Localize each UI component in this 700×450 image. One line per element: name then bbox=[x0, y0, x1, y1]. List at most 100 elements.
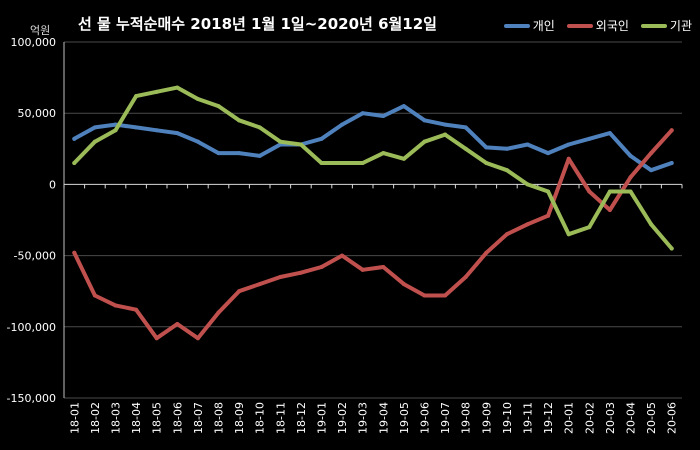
data-point bbox=[175, 321, 180, 326]
x-tick-label: 19-03 bbox=[357, 402, 370, 434]
data-point bbox=[154, 128, 159, 133]
data-point bbox=[443, 122, 448, 127]
x-tick-label: 19-08 bbox=[460, 402, 473, 434]
y-tick-label: 0 bbox=[49, 178, 56, 191]
data-point bbox=[587, 189, 592, 194]
data-point bbox=[360, 267, 365, 272]
legend-label-foreign: 외국인 bbox=[595, 19, 629, 33]
chart-title: 선 물 누적순매수 2018년 1월 1일~2020년 6월12일 bbox=[78, 15, 437, 33]
data-point bbox=[319, 264, 324, 269]
x-tick-label: 18-10 bbox=[254, 402, 267, 434]
x-tick-label: 18-08 bbox=[213, 402, 226, 434]
x-tick-label: 18-05 bbox=[151, 402, 164, 434]
data-point bbox=[134, 307, 139, 312]
data-point bbox=[422, 139, 427, 144]
data-point bbox=[319, 136, 324, 141]
data-point bbox=[669, 128, 674, 133]
x-tick-label: 20-02 bbox=[583, 402, 596, 434]
x-tick-label: 18-06 bbox=[171, 402, 184, 434]
data-point bbox=[92, 125, 97, 130]
data-point bbox=[463, 146, 468, 151]
data-point bbox=[587, 225, 592, 230]
data-point bbox=[443, 293, 448, 298]
x-tick-label: 19-11 bbox=[522, 402, 535, 434]
y-axis: 100,000 50,000 0 -50,000 -100,000 -150,000 bbox=[7, 36, 65, 405]
legend-item-institution: 기관 bbox=[640, 17, 692, 34]
data-point bbox=[649, 168, 654, 173]
data-point bbox=[463, 125, 468, 130]
data-point bbox=[340, 122, 345, 127]
data-point bbox=[237, 151, 242, 156]
data-point bbox=[525, 222, 530, 227]
x-tick-label: 20-05 bbox=[645, 402, 658, 434]
data-point bbox=[381, 151, 386, 156]
x-tick-label: 20-03 bbox=[604, 402, 617, 434]
legend-label-institution: 기관 bbox=[669, 19, 692, 33]
x-tick-label: 19-04 bbox=[377, 402, 390, 434]
legend-swatch-institution bbox=[640, 23, 667, 28]
x-tick-label: 18-02 bbox=[89, 402, 102, 434]
data-point bbox=[92, 293, 97, 298]
x-tick-label: 19-05 bbox=[398, 402, 411, 434]
data-point bbox=[546, 213, 551, 218]
data-point bbox=[546, 189, 551, 194]
series-line-2 bbox=[72, 85, 674, 251]
y-tick-label: 50,000 bbox=[18, 107, 57, 120]
data-point bbox=[566, 156, 571, 161]
data-point bbox=[422, 293, 427, 298]
data-point bbox=[484, 145, 489, 150]
y-tick-label: -100,000 bbox=[7, 321, 56, 334]
data-point bbox=[401, 156, 406, 161]
data-point bbox=[278, 139, 283, 144]
data-point bbox=[607, 208, 612, 213]
data-point bbox=[154, 336, 159, 341]
data-point bbox=[525, 182, 530, 187]
data-point bbox=[669, 246, 674, 251]
x-tick-label: 18-07 bbox=[192, 402, 205, 434]
data-point bbox=[72, 161, 77, 166]
data-point bbox=[257, 125, 262, 130]
data-point bbox=[628, 189, 633, 194]
data-point bbox=[113, 128, 118, 133]
data-point bbox=[216, 104, 221, 109]
data-point bbox=[401, 104, 406, 109]
legend-swatch-foreign bbox=[566, 23, 593, 28]
x-tick-label: 18-11 bbox=[274, 402, 287, 434]
x-tick-label: 20-04 bbox=[625, 402, 638, 434]
data-point bbox=[443, 132, 448, 137]
data-point bbox=[195, 96, 200, 101]
y-tick-label: 100,000 bbox=[11, 36, 57, 49]
data-point bbox=[484, 161, 489, 166]
data-point bbox=[237, 118, 242, 123]
x-tick-label: 18-09 bbox=[233, 402, 246, 434]
x-tick-label: 18-04 bbox=[130, 402, 143, 434]
data-point bbox=[566, 232, 571, 237]
data-point bbox=[628, 175, 633, 180]
x-tick-label: 18-01 bbox=[68, 402, 81, 434]
data-point bbox=[92, 139, 97, 144]
data-point bbox=[422, 118, 427, 123]
data-point bbox=[113, 303, 118, 308]
data-point bbox=[175, 131, 180, 136]
x-tick-label: 19-02 bbox=[336, 402, 349, 434]
legend-item-foreign: 외국인 bbox=[566, 17, 629, 34]
data-point bbox=[216, 310, 221, 315]
series-lines bbox=[72, 85, 674, 341]
data-point bbox=[649, 222, 654, 227]
data-point bbox=[649, 151, 654, 156]
data-point bbox=[463, 274, 468, 279]
data-point bbox=[607, 189, 612, 194]
data-point bbox=[628, 153, 633, 158]
data-point bbox=[340, 253, 345, 258]
series-line-0 bbox=[72, 104, 674, 173]
data-point bbox=[401, 282, 406, 287]
x-tick-label: 19-07 bbox=[439, 402, 452, 434]
data-point bbox=[546, 151, 551, 156]
data-point bbox=[360, 161, 365, 166]
data-point bbox=[195, 336, 200, 341]
data-point bbox=[587, 136, 592, 141]
data-point bbox=[504, 168, 509, 173]
data-point bbox=[72, 136, 77, 141]
data-point bbox=[278, 274, 283, 279]
